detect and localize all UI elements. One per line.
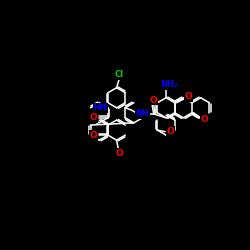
Text: HN: HN [93, 103, 107, 112]
Text: O: O [166, 127, 174, 136]
Text: O: O [90, 130, 97, 140]
Text: O: O [116, 149, 124, 158]
Text: O: O [90, 113, 97, 122]
Text: NH: NH [135, 110, 149, 118]
Text: O: O [200, 115, 208, 124]
Text: NH₂: NH₂ [160, 80, 178, 89]
Text: O: O [149, 96, 157, 104]
Text: O: O [185, 92, 192, 101]
Text: Cl: Cl [115, 70, 124, 79]
